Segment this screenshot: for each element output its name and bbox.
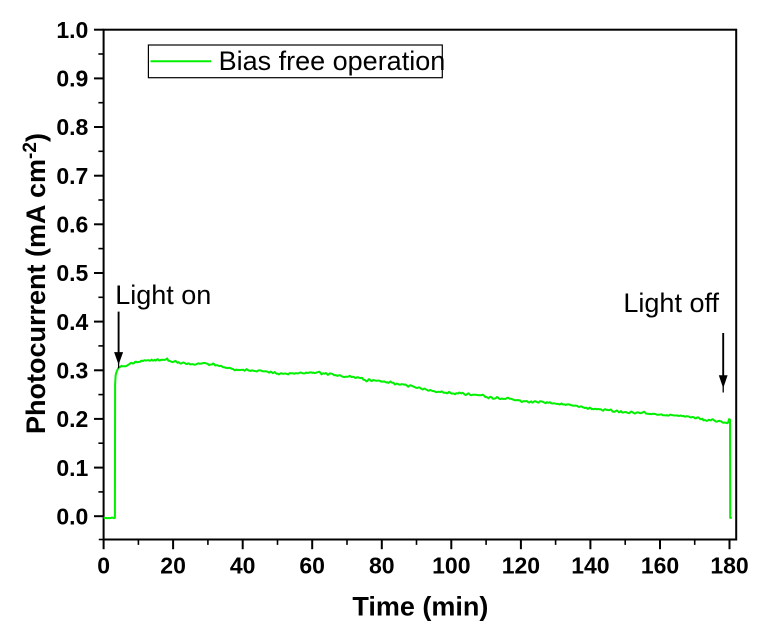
svg-text:0.0: 0.0 <box>56 503 88 529</box>
svg-text:20: 20 <box>160 553 186 579</box>
svg-text:Time (min): Time (min) <box>352 592 488 622</box>
svg-text:Light on: Light on <box>115 280 211 310</box>
svg-text:0.9: 0.9 <box>56 66 88 92</box>
svg-text:0.4: 0.4 <box>56 309 88 335</box>
svg-text:Light off: Light off <box>623 288 719 318</box>
svg-text:0.5: 0.5 <box>56 260 88 286</box>
svg-text:1.0: 1.0 <box>56 17 88 43</box>
svg-text:0: 0 <box>97 553 110 579</box>
svg-text:0.2: 0.2 <box>56 406 88 432</box>
svg-text:80: 80 <box>369 553 395 579</box>
svg-text:160: 160 <box>641 553 679 579</box>
svg-text:60: 60 <box>299 553 325 579</box>
svg-text:40: 40 <box>230 553 256 579</box>
svg-text:140: 140 <box>571 553 609 579</box>
svg-text:0.7: 0.7 <box>56 163 88 189</box>
svg-text:0.1: 0.1 <box>56 455 88 481</box>
svg-text:120: 120 <box>502 553 540 579</box>
svg-text:0.6: 0.6 <box>56 212 88 238</box>
svg-text:Photocurrent (mA cm-2): Photocurrent (mA cm-2) <box>20 133 51 434</box>
svg-text:100: 100 <box>432 553 470 579</box>
svg-text:0.8: 0.8 <box>56 114 88 140</box>
svg-text:0.3: 0.3 <box>56 358 88 384</box>
svg-text:Bias free operation: Bias free operation <box>219 46 446 76</box>
svg-text:180: 180 <box>710 553 748 579</box>
